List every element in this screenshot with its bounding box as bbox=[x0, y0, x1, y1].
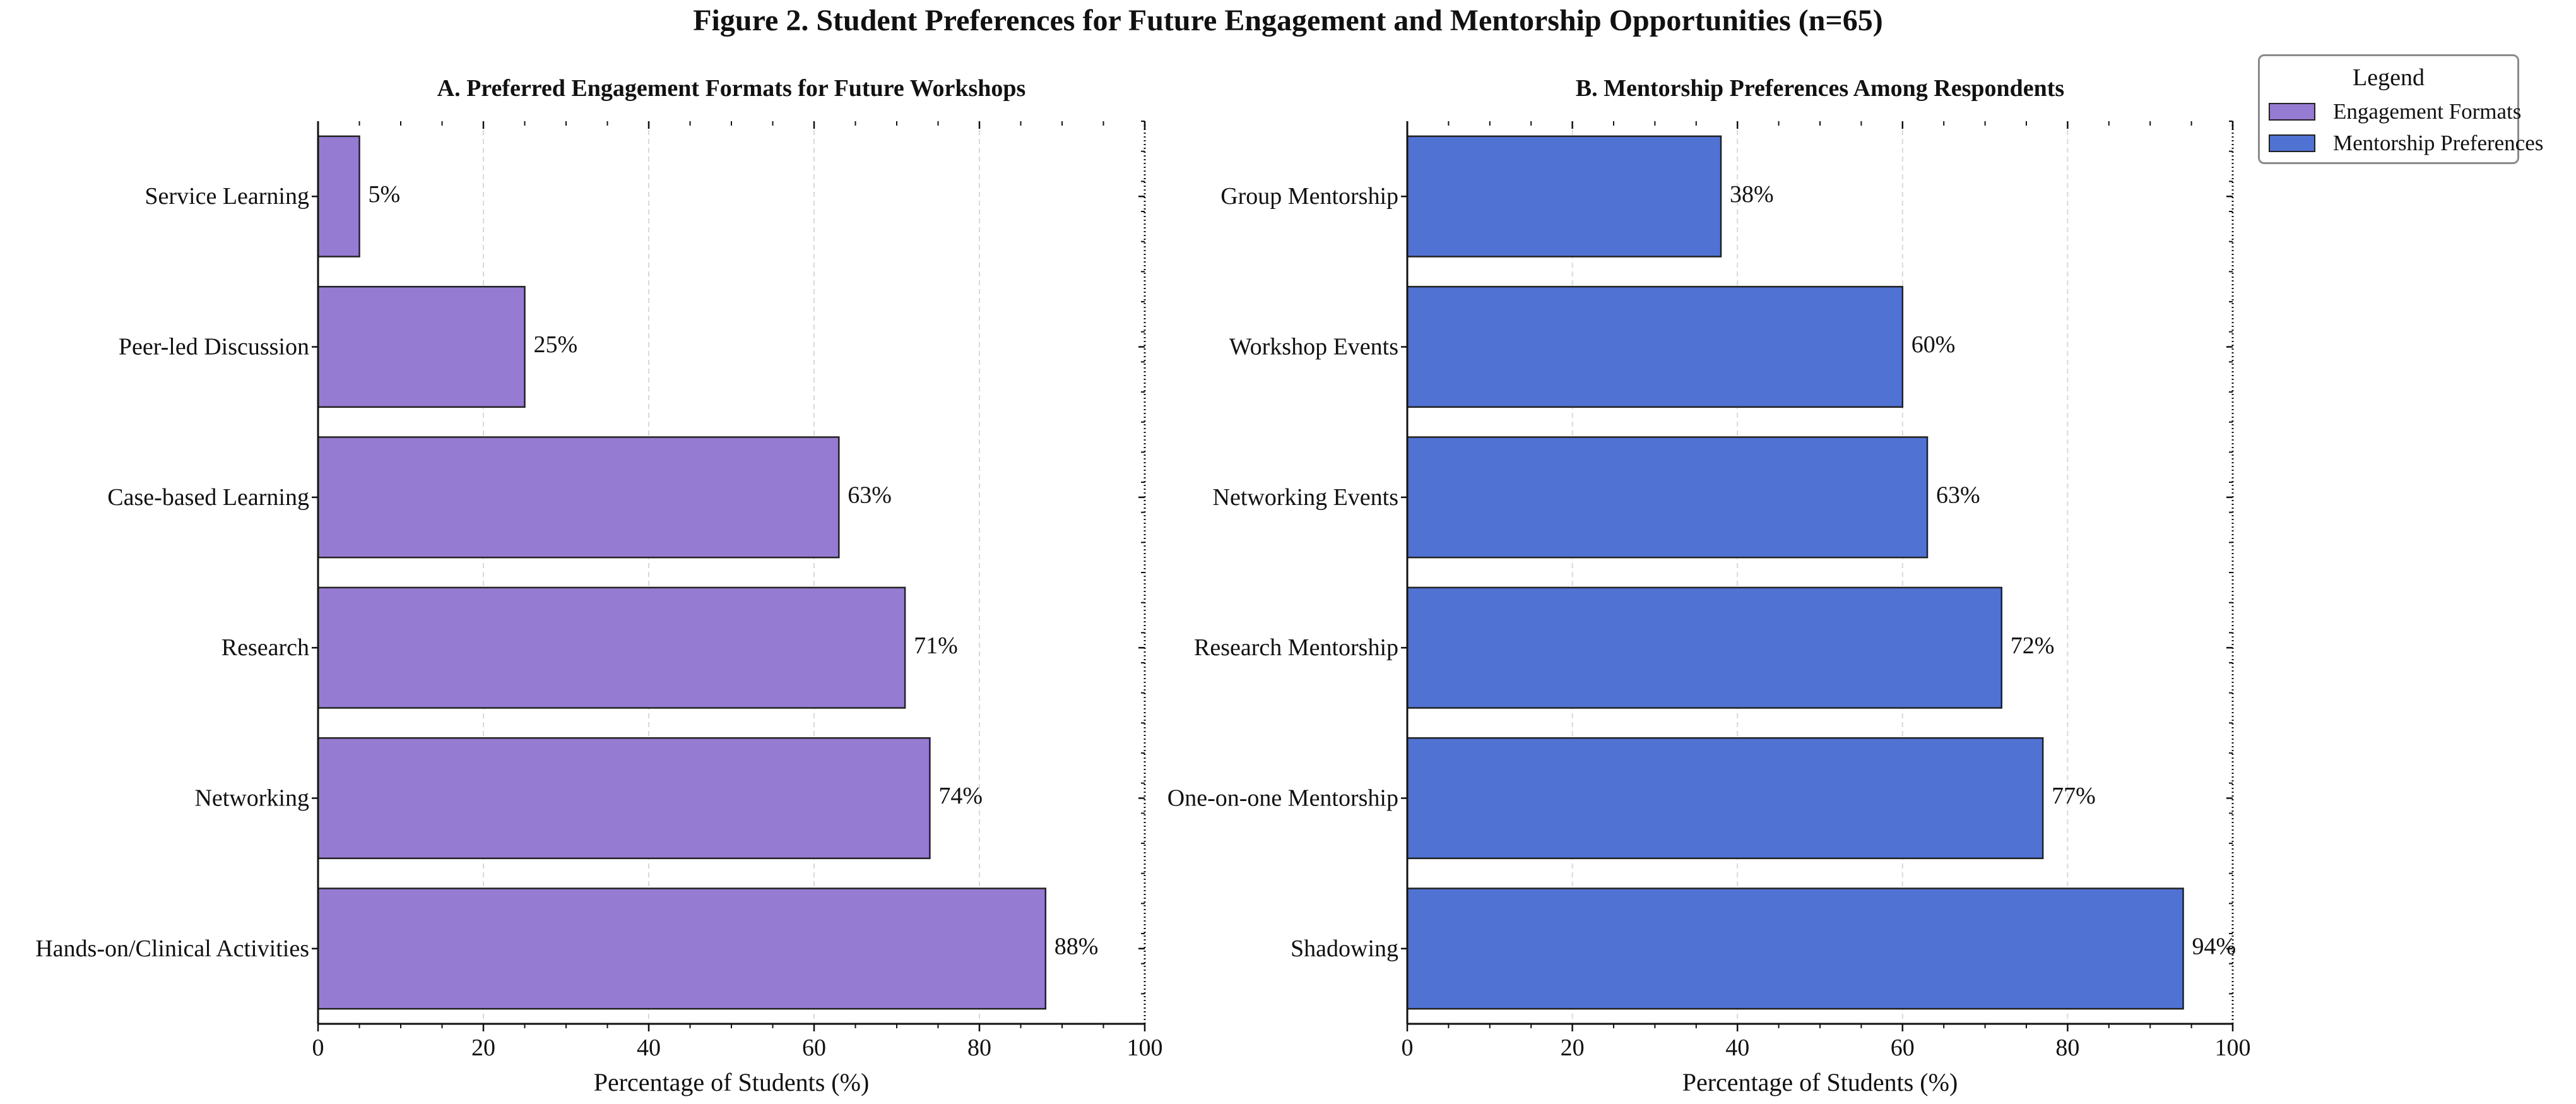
data-label-one-on-one-mentorship: 77% bbox=[2052, 783, 2096, 809]
category-label-hands-on-clinical-activities: Hands-on/Clinical Activities bbox=[35, 935, 309, 962]
legend-swatch-mentorship-preferences bbox=[2269, 134, 2315, 152]
data-label-peer-led-discussion: 25% bbox=[534, 331, 578, 358]
x-tick-label: 60 bbox=[1891, 1035, 1915, 1061]
category-label-peer-led-discussion: Peer-led Discussion bbox=[119, 334, 309, 360]
bar-research-mentorship bbox=[1406, 586, 2003, 709]
category-label-case-based-learning: Case-based Learning bbox=[107, 484, 309, 511]
bar-group-mentorship bbox=[1406, 135, 1722, 258]
figure-title: Figure 2. Student Preferences for Future… bbox=[693, 4, 1883, 37]
bar-networking-events bbox=[1406, 436, 1929, 559]
legend-item-engagement-formats: Engagement Formats bbox=[2269, 99, 2521, 124]
bar-peer-led-discussion bbox=[317, 285, 526, 408]
bar-one-on-one-mentorship bbox=[1406, 737, 2044, 860]
x-tick-label: 100 bbox=[2215, 1035, 2251, 1061]
x-tick-label: 0 bbox=[1402, 1035, 1414, 1061]
panel-title-a: A. Preferred Engagement Formats for Futu… bbox=[437, 75, 1026, 102]
legend-swatch-engagement-formats bbox=[2269, 103, 2315, 121]
category-label-service-learning: Service Learning bbox=[145, 183, 309, 210]
x-tick-label: 80 bbox=[2055, 1035, 2079, 1061]
bar-shadowing bbox=[1406, 887, 2184, 1010]
x-tick-label: 60 bbox=[802, 1035, 826, 1061]
bar-hands-on-clinical-activities bbox=[317, 887, 1047, 1010]
x-tick-label: 20 bbox=[471, 1035, 495, 1061]
x-tick-label: 0 bbox=[312, 1035, 324, 1061]
x-tick-label: 20 bbox=[1561, 1035, 1585, 1061]
x-tick-label: 40 bbox=[637, 1035, 661, 1061]
legend: Legend Engagement Formats Mentorship Pre… bbox=[2258, 54, 2543, 164]
x-axis-label-a: Percentage of Students (%) bbox=[594, 1068, 870, 1096]
data-label-workshop-events: 60% bbox=[1911, 331, 1956, 358]
category-label-research-mentorship: Research Mentorship bbox=[1194, 634, 1398, 661]
bar-service-learning bbox=[317, 135, 360, 258]
data-label-group-mentorship: 38% bbox=[1730, 181, 1774, 208]
legend-item-mentorship-preferences: Mentorship Preferences bbox=[2269, 131, 2543, 156]
data-label-shadowing: 94% bbox=[2192, 934, 2236, 960]
legend-title: Legend bbox=[2353, 64, 2425, 91]
panel-title-b: B. Mentorship Preferences Among Responde… bbox=[1576, 75, 2064, 102]
data-label-networking: 74% bbox=[938, 783, 983, 809]
category-label-shadowing: Shadowing bbox=[1291, 935, 1398, 962]
data-label-networking-events: 63% bbox=[1936, 482, 1980, 509]
category-label-group-mentorship: Group Mentorship bbox=[1220, 183, 1398, 210]
x-tick-label: 80 bbox=[967, 1035, 991, 1061]
category-label-networking: Networking bbox=[194, 785, 309, 812]
bar-networking bbox=[317, 737, 931, 860]
category-label-research: Research bbox=[222, 634, 309, 661]
bar-workshop-events bbox=[1406, 285, 1904, 408]
category-label-one-on-one-mentorship: One-on-one Mentorship bbox=[1167, 785, 1398, 812]
x-axis-label-b: Percentage of Students (%) bbox=[1682, 1068, 1958, 1096]
x-tick-label: 100 bbox=[1127, 1035, 1163, 1061]
data-label-case-based-learning: 63% bbox=[848, 482, 892, 509]
data-label-service-learning: 5% bbox=[369, 181, 401, 208]
legend-label-mentorship-preferences: Mentorship Preferences bbox=[2333, 131, 2544, 155]
x-tick-label: 40 bbox=[1725, 1035, 1749, 1061]
data-label-research-mentorship: 72% bbox=[2011, 632, 2055, 659]
category-label-networking-events: Networking Events bbox=[1213, 484, 1398, 511]
chart-panel-a: A. Preferred Engagement Formats for Futu… bbox=[35, 75, 1162, 1096]
data-label-research: 71% bbox=[914, 632, 958, 659]
legend-label-engagement-formats: Engagement Formats bbox=[2333, 99, 2522, 124]
bar-case-based-learning bbox=[317, 436, 840, 559]
chart-panel-b: B. Mentorship Preferences Among Responde… bbox=[1167, 75, 2251, 1096]
bar-research bbox=[317, 586, 906, 709]
category-label-workshop-events: Workshop Events bbox=[1229, 334, 1398, 360]
data-label-hands-on-clinical-activities: 88% bbox=[1055, 934, 1099, 960]
